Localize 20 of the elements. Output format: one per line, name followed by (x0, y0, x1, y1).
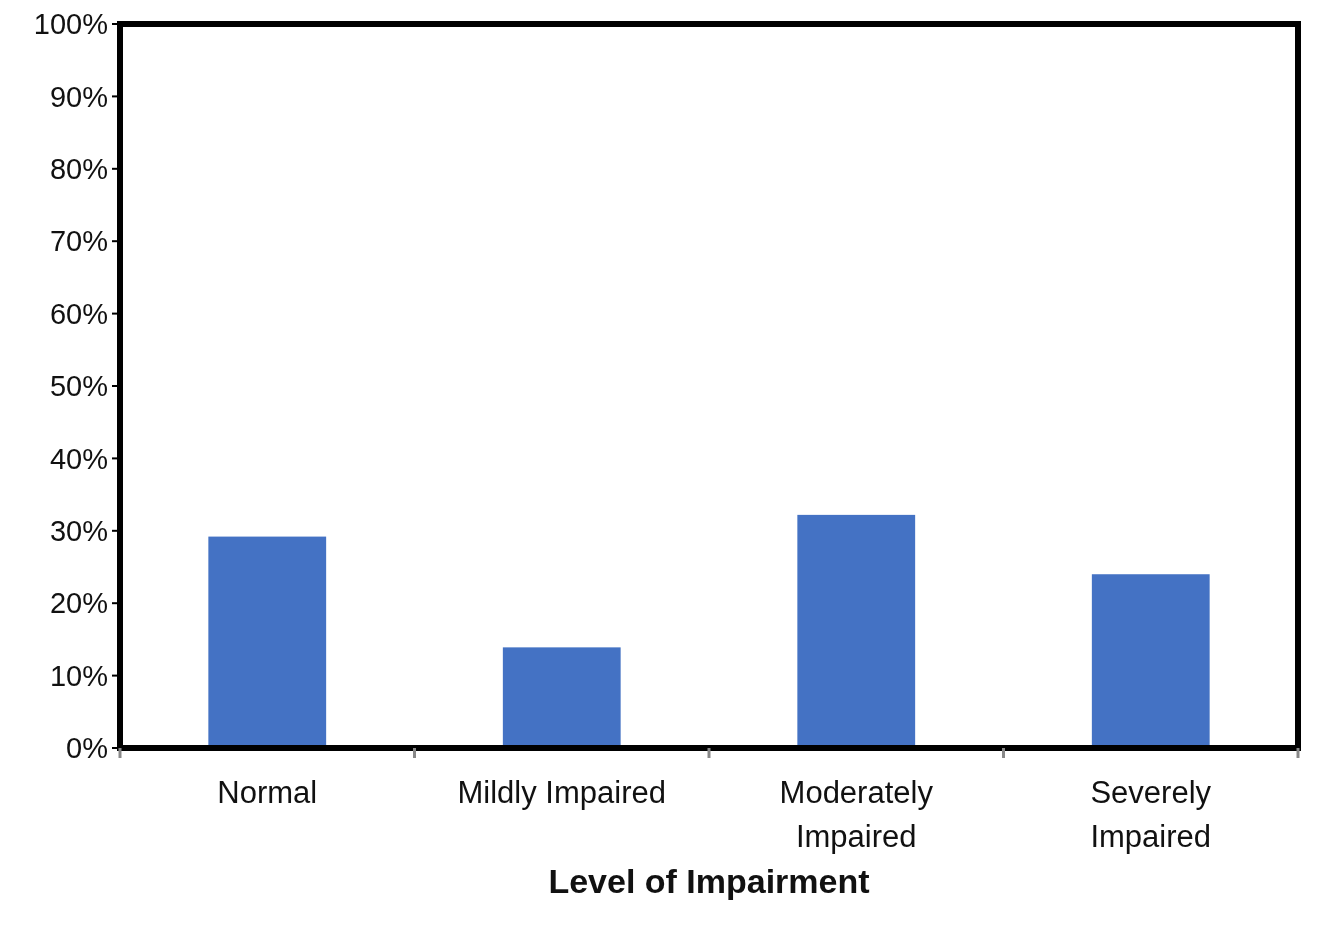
y-tick-label: 100% (33, 8, 108, 41)
y-tick-label: 30% (49, 514, 108, 547)
x-tick-label: Severely Impaired (1090, 775, 1212, 854)
y-tick-label: 40% (49, 442, 108, 475)
x-tick-label: Mildly Impaired (457, 775, 666, 810)
y-tick-label: 80% (49, 152, 108, 185)
y-tick-label: 90% (49, 80, 108, 113)
bar (502, 647, 621, 748)
x-tick-label: Normal (217, 775, 318, 810)
bar (208, 536, 327, 748)
x-tick-label: Moderately Impaired (779, 775, 934, 854)
bar (797, 514, 916, 748)
y-tick-label: 70% (49, 225, 108, 258)
x-axis-title: Level of Impairment (548, 862, 870, 900)
bar (1091, 574, 1210, 748)
y-tick-label: 50% (49, 370, 108, 403)
y-tick-label: 0% (66, 732, 108, 765)
y-tick-label: 10% (49, 659, 108, 692)
y-tick-label: 60% (49, 297, 108, 330)
y-tick-label: 20% (49, 587, 108, 620)
